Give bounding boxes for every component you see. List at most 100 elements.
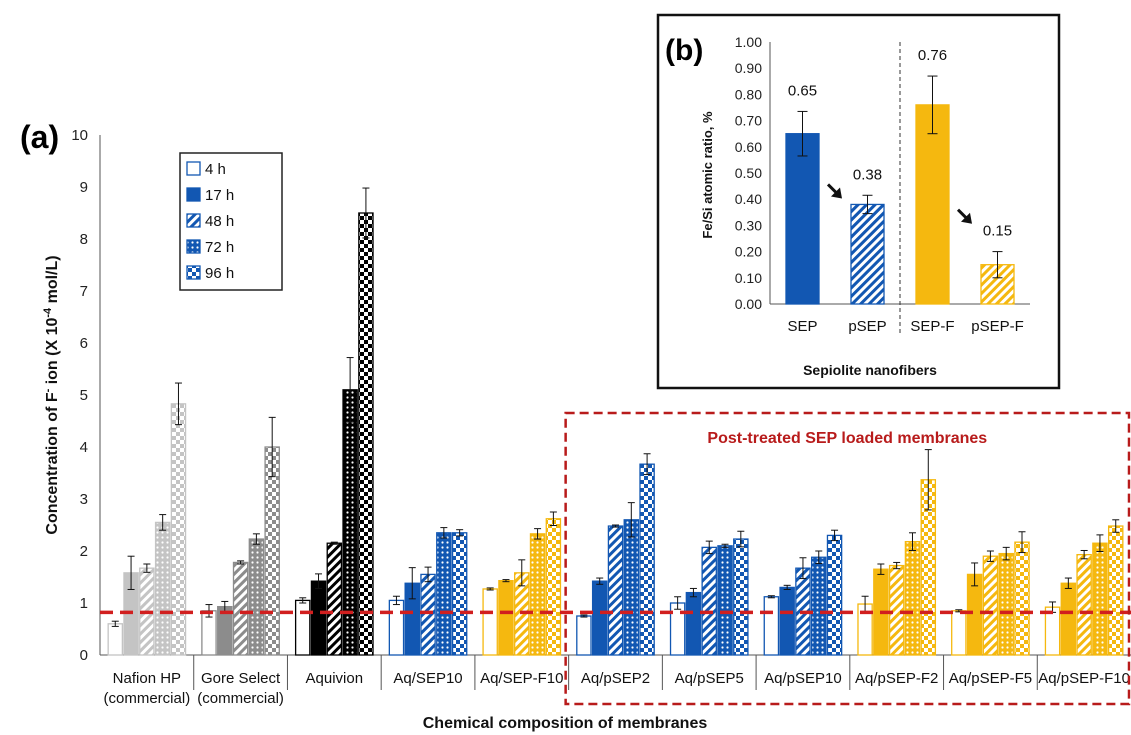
- inset-y-tick-label: 0.10: [735, 270, 762, 286]
- x-tick-label: Aq/SEP10: [393, 670, 462, 687]
- inset-x-tick-label: SEP: [787, 318, 817, 335]
- x-tick-label: (commercial): [104, 690, 191, 707]
- inset-y-tick-label: 0.80: [735, 86, 762, 102]
- inset-y-tick-label: 0.90: [735, 60, 762, 76]
- y-axis-title-part: ion (X 10: [44, 318, 61, 389]
- bar-11-96h: [1109, 526, 1123, 655]
- bar-1-72h: [156, 522, 170, 655]
- inset-data-label: 0.15: [983, 223, 1012, 240]
- panel-b-inset: (b) 0.00 0.10 0.20 0.30 0.40 0.50 0.60 0.70 0.80 0…: [658, 15, 1059, 388]
- legend-label: 4 h: [205, 161, 226, 178]
- bar-11-48h: [1077, 555, 1091, 655]
- x-tick-label: Aq/pSEP5: [675, 670, 744, 687]
- inset-data-label: 0.76: [918, 47, 947, 64]
- x-tick-label: Aq/pSEP-F2: [855, 670, 938, 687]
- inset-bar-SEP: [786, 134, 819, 304]
- inset-x-axis-title: Sepiolite nanofibers: [803, 362, 937, 378]
- bar-6-72h: [624, 520, 638, 655]
- inset-bar-SEP-F: [916, 105, 949, 304]
- bar-7-17h: [686, 593, 700, 655]
- bar-6-4h: [577, 616, 591, 655]
- legend-swatch-17h: [187, 188, 200, 201]
- bar-4-4h: [389, 600, 403, 655]
- bar-11-4h: [1045, 607, 1059, 655]
- y-tick-label: 5: [80, 387, 88, 404]
- bar-7-96h: [734, 539, 748, 655]
- bar-2-96h: [265, 447, 279, 655]
- inset-y-tick-label: 1.00: [735, 34, 762, 50]
- x-tick-label: Nafion HP: [113, 670, 181, 687]
- bar-10-48h: [983, 556, 997, 655]
- annotation-text: Post-treated SEP loaded membranes: [707, 430, 987, 447]
- panel-b-label: (b): [665, 34, 703, 67]
- bar-10-4h: [952, 611, 966, 655]
- inset-data-label: 0.38: [853, 166, 882, 183]
- inset-bar-pSEP: [851, 204, 884, 304]
- bar-5-17h: [499, 581, 513, 655]
- inset-x-tick-label: SEP-F: [910, 318, 954, 335]
- inset-y-tick-label: 0.30: [735, 217, 762, 233]
- bar-3-4h: [296, 600, 310, 655]
- x-tick-label: (commercial): [197, 690, 284, 707]
- inset-x-tick-label: pSEP: [848, 318, 886, 335]
- y-axis-title-part: Concentration of F: [44, 392, 61, 534]
- x-tick-label: Gore Select: [201, 670, 281, 687]
- inset-data-label: 0.65: [788, 82, 817, 99]
- bar-8-72h: [812, 557, 826, 655]
- legend-swatch-4h: [187, 162, 200, 175]
- legend-label: 17 h: [205, 187, 234, 204]
- bar-6-96h: [640, 464, 654, 655]
- bar-4-96h: [453, 533, 467, 655]
- bar-10-96h: [1015, 542, 1029, 655]
- y-axis-title-part: mol/L): [44, 255, 61, 307]
- y-tick-label: 6: [80, 335, 88, 352]
- bar-8-17h: [780, 587, 794, 655]
- bar-2-72h: [249, 539, 263, 655]
- x-tick-label: Aquivion: [306, 670, 364, 687]
- bar-1-4h: [108, 624, 122, 655]
- inset-y-tick-label: 0.00: [735, 296, 762, 312]
- y-tick-label: 0: [80, 647, 88, 664]
- bar-3-96h: [359, 213, 373, 655]
- bar-8-96h: [827, 535, 841, 655]
- legend-swatch-48h: [187, 214, 200, 227]
- inset-y-tick-label: 0.60: [735, 139, 762, 155]
- bar-4-48h: [421, 574, 435, 655]
- x-tick-label: Aq/pSEP-F5: [949, 670, 1032, 687]
- y-tick-label: 7: [80, 283, 88, 300]
- bar-9-48h: [890, 566, 904, 655]
- bar-7-48h: [702, 547, 716, 655]
- bar-6-48h: [608, 526, 622, 655]
- bar-2-48h: [233, 562, 247, 655]
- inset-x-tick-label: pSEP-F: [971, 318, 1024, 335]
- bar-3-72h: [343, 390, 357, 655]
- x-axis-title: Chemical composition of membranes: [423, 715, 708, 732]
- bar-8-4h: [764, 597, 778, 655]
- bar-11-72h: [1093, 543, 1107, 655]
- bar-7-72h: [718, 546, 732, 655]
- bar-3-17h: [311, 581, 325, 655]
- y-tick-label: 1: [80, 595, 88, 612]
- bar-5-4h: [483, 589, 497, 655]
- legend-swatch-72h: [187, 240, 200, 253]
- bar-5-96h: [546, 519, 560, 655]
- bar-1-96h: [171, 404, 185, 655]
- bar-6-17h: [593, 581, 607, 655]
- inset-y-axis-title: Fe/Si atomic ratio, %: [700, 111, 715, 239]
- inset-y-tick-label: 0.50: [735, 165, 762, 181]
- bar-10-17h: [968, 574, 982, 655]
- x-tick-label: Aq/pSEP10: [764, 670, 842, 687]
- bar-11-17h: [1061, 583, 1075, 655]
- bar-4-72h: [437, 533, 451, 655]
- legend: 4 h 17 h 48 h 72 h 96 h: [180, 153, 282, 290]
- y-tick-label: 3: [80, 491, 88, 508]
- inset-y-tick-label: 0.20: [735, 244, 762, 260]
- inset-y-tick-label: 0.40: [735, 191, 762, 207]
- y-axis-title: Concentration of F- ion (X 10-4 mol/L): [42, 255, 61, 534]
- inset-y-tick-label: 0.70: [735, 113, 762, 129]
- x-tick-label: Aq/pSEP-F10: [1038, 670, 1130, 687]
- x-tick-label: Aq/SEP-F10: [480, 670, 563, 687]
- legend-label: 72 h: [205, 239, 234, 256]
- bar-9-72h: [905, 542, 919, 655]
